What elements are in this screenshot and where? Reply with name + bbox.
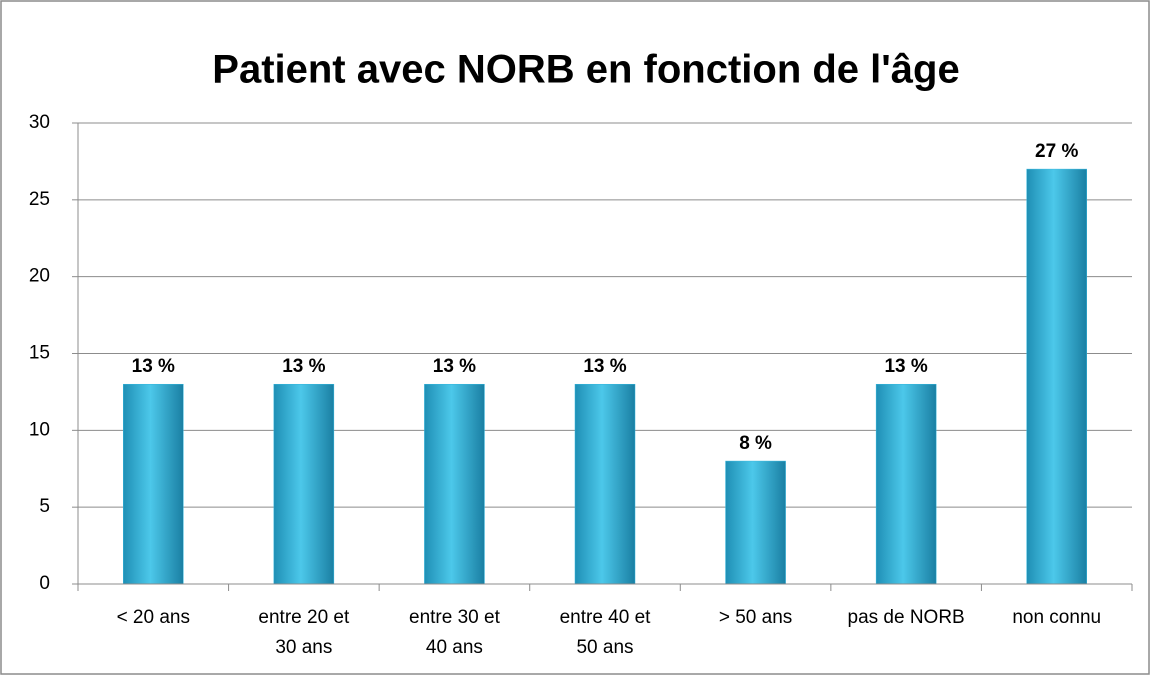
data-label: 13 %: [583, 356, 626, 377]
y-tick-label: 5: [39, 496, 50, 517]
bar: [123, 383, 184, 585]
data-label: 27 %: [1035, 141, 1078, 162]
data-label: 13 %: [884, 356, 927, 377]
y-tick-label: 20: [29, 266, 50, 287]
x-tick-label: < 20 ans: [117, 607, 190, 628]
bar: [725, 460, 786, 585]
x-tick-label: entre 30 et 40 ans: [409, 607, 501, 658]
x-tick-label: entre 20 et 30 ans: [258, 607, 350, 658]
y-tick-label: 30: [29, 112, 50, 133]
data-label: 8 %: [739, 433, 772, 454]
data-label: 13 %: [132, 356, 175, 377]
x-tick-label: > 50 ans: [719, 607, 792, 628]
bar: [875, 383, 937, 585]
x-tick-label: non connu: [1012, 607, 1101, 628]
chart-title: Patient avec NORB en fonction de l'âge: [212, 48, 959, 92]
bar: [574, 383, 636, 585]
data-label: 13 %: [282, 356, 325, 377]
bar: [424, 383, 485, 585]
bar: [1026, 168, 1087, 585]
x-tick-label: entre 40 et 50 ans: [560, 607, 652, 658]
x-tick-label: pas de NORB: [848, 607, 965, 628]
y-tick-label: 0: [39, 573, 50, 594]
bar: [273, 383, 335, 585]
y-tick-label: 25: [29, 189, 50, 210]
data-label: 13 %: [433, 356, 476, 377]
y-tick-label: 10: [29, 419, 50, 440]
y-tick-label: 15: [29, 343, 50, 364]
